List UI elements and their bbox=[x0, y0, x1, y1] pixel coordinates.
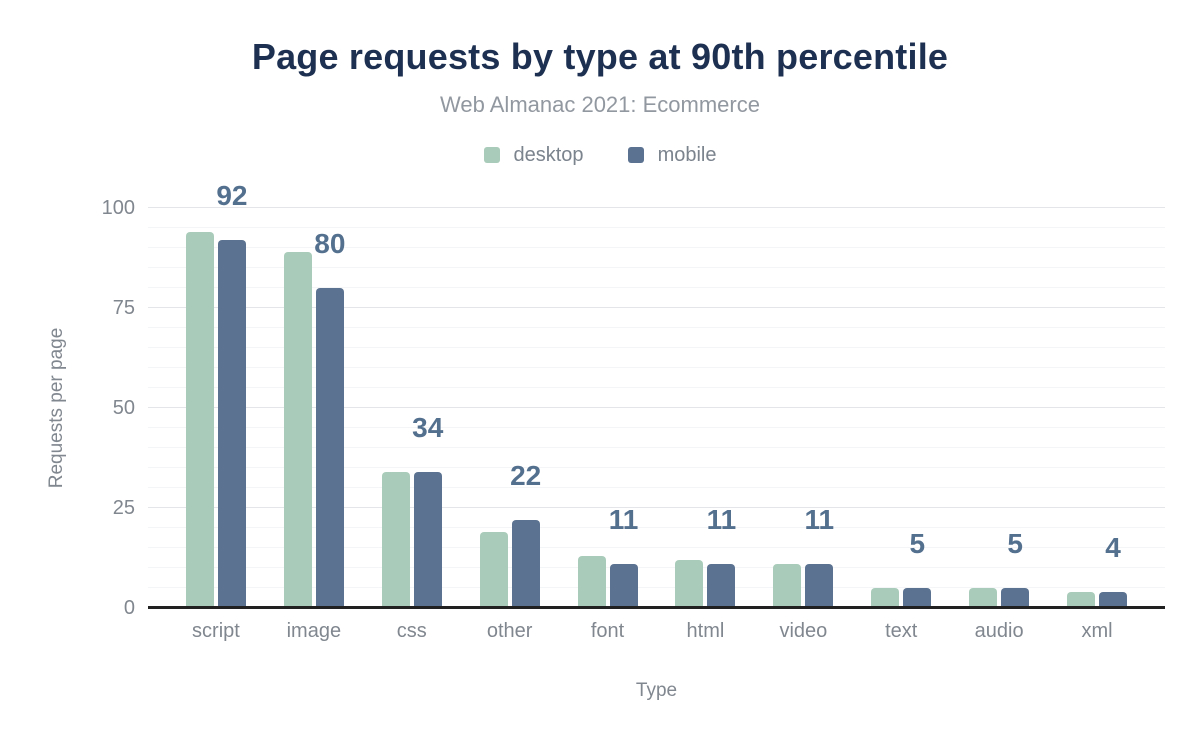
bar-desktop-video bbox=[773, 564, 802, 608]
legend-label-desktop: desktop bbox=[513, 143, 584, 166]
bar-value-label-font: 11 bbox=[608, 504, 639, 535]
chart-title: Page requests by type at 90th percentile bbox=[251, 36, 949, 77]
y-tick-label: 0 bbox=[123, 597, 135, 619]
gridline-minor bbox=[148, 327, 1165, 328]
gridline-minor bbox=[148, 547, 1165, 548]
bar-value-label-xml: 4 bbox=[1105, 532, 1121, 563]
bar-mobile-xml bbox=[1099, 592, 1128, 608]
plot-area: 92 script 80 image 34 css 22 other 11 font 11 html 1… bbox=[148, 168, 1165, 642]
gridline-minor bbox=[148, 467, 1165, 468]
y-tick-label: 75 bbox=[112, 297, 135, 319]
bar-mobile-html bbox=[707, 564, 736, 608]
x-axis-baseline bbox=[148, 606, 1165, 609]
legend-item-desktop: desktop bbox=[483, 143, 584, 167]
x-tick-label-audio: audio bbox=[974, 620, 1024, 642]
x-tick-label-xml: xml bbox=[1081, 620, 1113, 642]
gridline-major bbox=[148, 307, 1165, 308]
y-tick-label: 25 bbox=[112, 497, 135, 519]
gridline-minor bbox=[148, 447, 1165, 448]
bar-desktop-html bbox=[675, 560, 704, 608]
bar-desktop-text bbox=[871, 588, 900, 608]
gridline-minor bbox=[148, 387, 1165, 388]
bar-mobile-font bbox=[609, 564, 638, 608]
x-tick-label-css: css bbox=[396, 620, 427, 642]
legend-label-mobile: mobile bbox=[657, 143, 717, 166]
legend-item-mobile: mobile bbox=[627, 143, 717, 167]
bar-desktop-audio bbox=[969, 588, 998, 608]
bar-desktop-css bbox=[381, 472, 410, 608]
gridline-minor bbox=[148, 347, 1165, 348]
gridline-minor bbox=[148, 267, 1165, 268]
gridline-minor bbox=[148, 287, 1165, 288]
bar-value-label-image: 80 bbox=[314, 228, 346, 259]
bar-value-label-css: 34 bbox=[412, 412, 444, 443]
bar-desktop-script bbox=[185, 232, 214, 608]
gridline-major bbox=[148, 207, 1165, 208]
gridline-major bbox=[148, 407, 1165, 408]
bar-mobile-audio bbox=[1001, 588, 1030, 608]
legend: desktop mobile bbox=[0, 142, 1200, 168]
gridline-minor bbox=[148, 567, 1165, 568]
bar-value-label-html: 11 bbox=[706, 504, 737, 535]
x-tick-label-script: script bbox=[192, 620, 240, 642]
x-tick-label-other: other bbox=[486, 620, 533, 642]
gridline-minor bbox=[148, 227, 1165, 228]
x-tick-label-image: image bbox=[286, 620, 342, 642]
bar-mobile-image bbox=[315, 288, 344, 608]
x-tick-label-html: html bbox=[686, 620, 725, 642]
bar-mobile-css bbox=[413, 472, 442, 608]
bar-mobile-script bbox=[217, 240, 246, 608]
legend-swatch-mobile bbox=[627, 147, 644, 163]
x-tick-label-font: font bbox=[590, 620, 625, 642]
y-tick-label: 100 bbox=[101, 197, 135, 219]
legend-swatch-desktop bbox=[483, 147, 500, 163]
gridline-minor bbox=[148, 527, 1165, 528]
bar-mobile-video bbox=[805, 564, 834, 608]
gridline-minor bbox=[148, 427, 1165, 428]
bar-value-label-audio: 5 bbox=[1007, 528, 1023, 559]
gridline-minor bbox=[148, 487, 1165, 488]
bar-value-label-video: 11 bbox=[804, 504, 835, 535]
gridline-minor bbox=[148, 247, 1165, 248]
bar-mobile-other bbox=[511, 520, 540, 608]
y-tick-label: 50 bbox=[112, 397, 135, 419]
bar-desktop-other bbox=[479, 532, 508, 608]
bar-value-label-other: 22 bbox=[510, 460, 542, 491]
bar-desktop-font bbox=[577, 556, 606, 608]
x-tick-label-text: text bbox=[885, 620, 918, 642]
bar-value-label-script: 92 bbox=[216, 180, 248, 211]
chart-subtitle: Web Almanac 2021: Ecommerce bbox=[440, 92, 760, 117]
bar-desktop-image bbox=[283, 252, 312, 608]
x-axis-title: Type bbox=[635, 680, 678, 701]
x-tick-label-video: video bbox=[779, 620, 828, 642]
gridline-minor bbox=[148, 587, 1165, 588]
gridline-minor bbox=[148, 367, 1165, 368]
bar-desktop-xml bbox=[1067, 592, 1096, 608]
gridline-major bbox=[148, 507, 1165, 508]
bar-mobile-text bbox=[903, 588, 932, 608]
bar-value-label-text: 5 bbox=[909, 528, 926, 559]
